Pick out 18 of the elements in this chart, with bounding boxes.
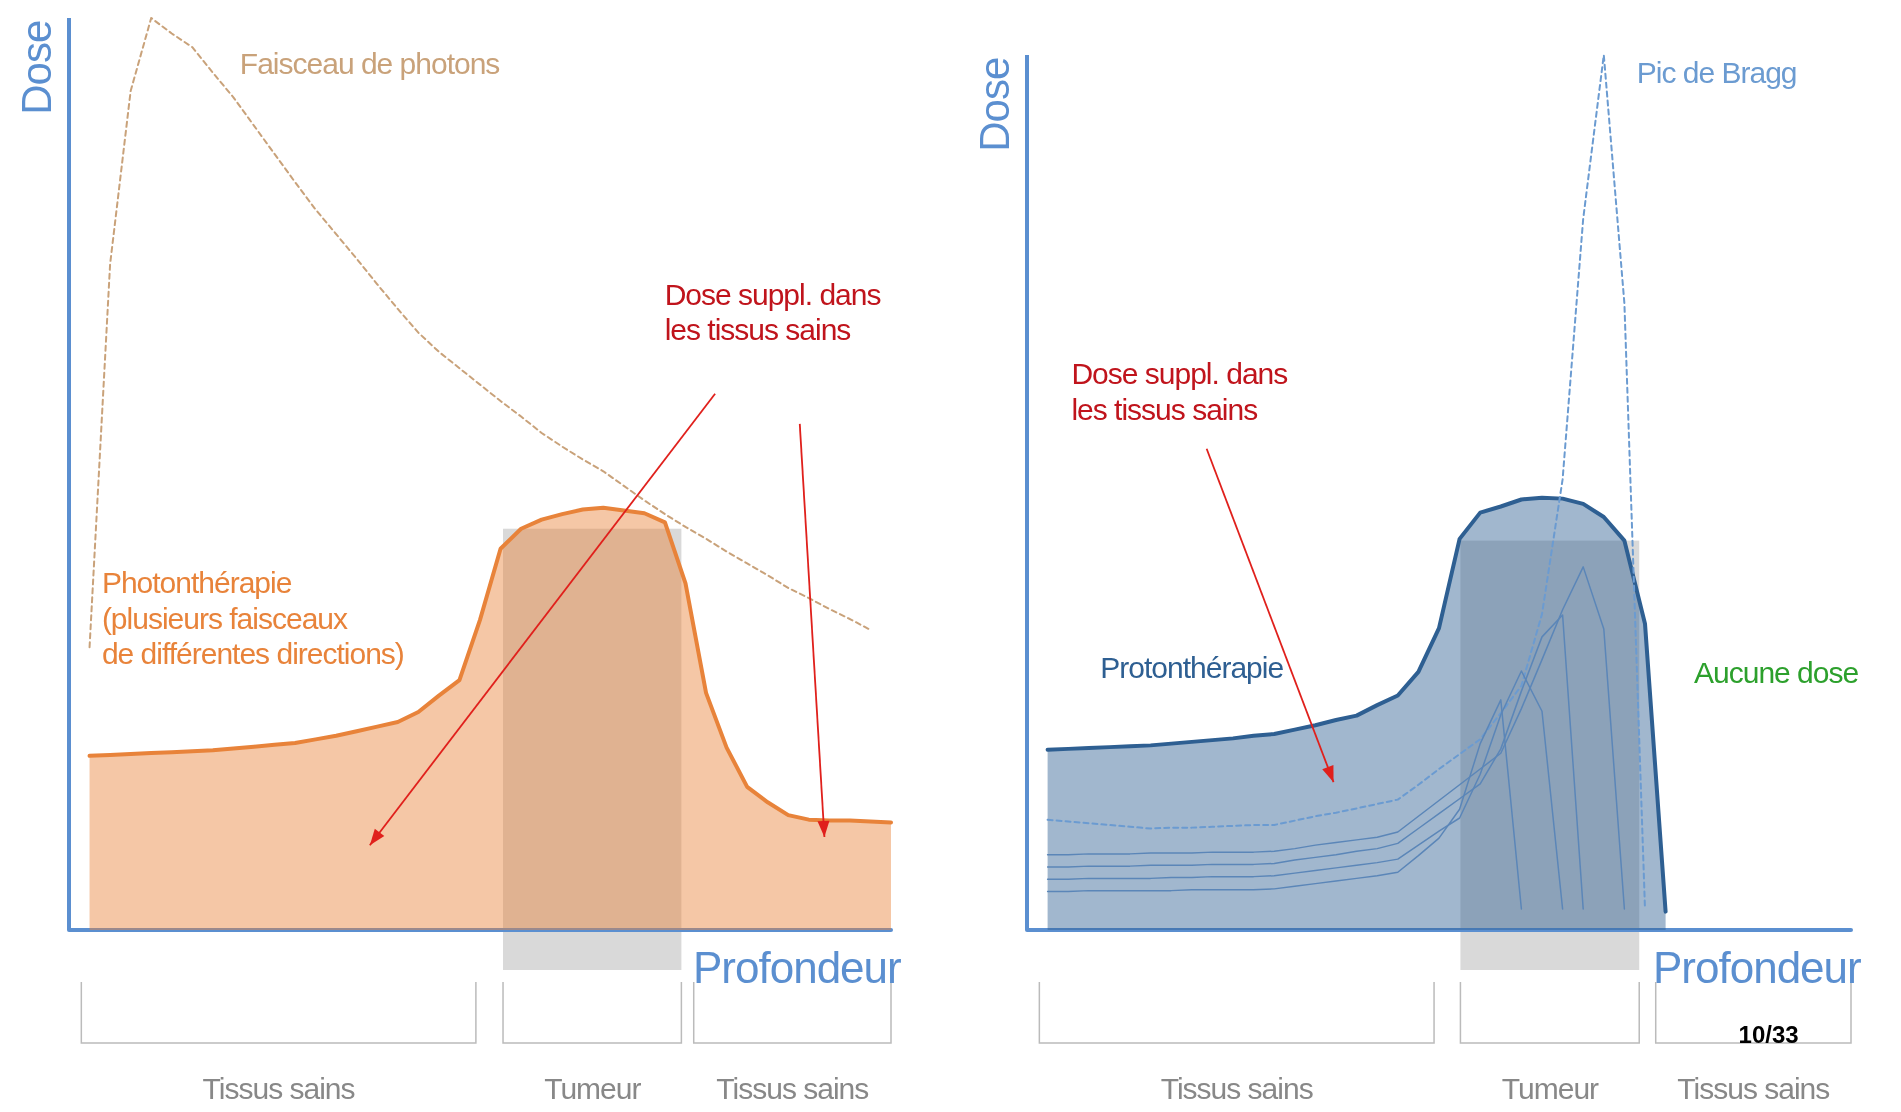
series-label: Faisceau de photons: [239, 46, 500, 82]
annotation: Dose suppl. dans les tissus sains: [1071, 356, 1288, 428]
series-label: Photonthérapie (plusieurs faisceaux de différentes directions): [101, 565, 404, 672]
x-axis-title: Profondeur: [693, 942, 901, 994]
annotation: Dose suppl. dans les tissus sains: [664, 277, 881, 348]
text: Tissus sains: [1160, 1070, 1313, 1106]
text: Tumeur: [544, 1070, 641, 1106]
y-axis-title: Dose: [12, 20, 62, 115]
series-label: Protonthérapie: [1100, 650, 1284, 686]
y-axis-title: Dose: [970, 57, 1020, 152]
text: Tissus sains: [716, 1070, 869, 1106]
series-label: Pic de Bragg: [1636, 55, 1797, 91]
text: 10/33: [1738, 1021, 1799, 1050]
x-axis-title: Profondeur: [1653, 942, 1861, 994]
text: Tissus sains: [202, 1070, 355, 1106]
annotation: Aucune dose: [1694, 655, 1859, 691]
text: Tumeur: [1501, 1070, 1599, 1106]
text: Tissus sains: [1677, 1070, 1830, 1106]
